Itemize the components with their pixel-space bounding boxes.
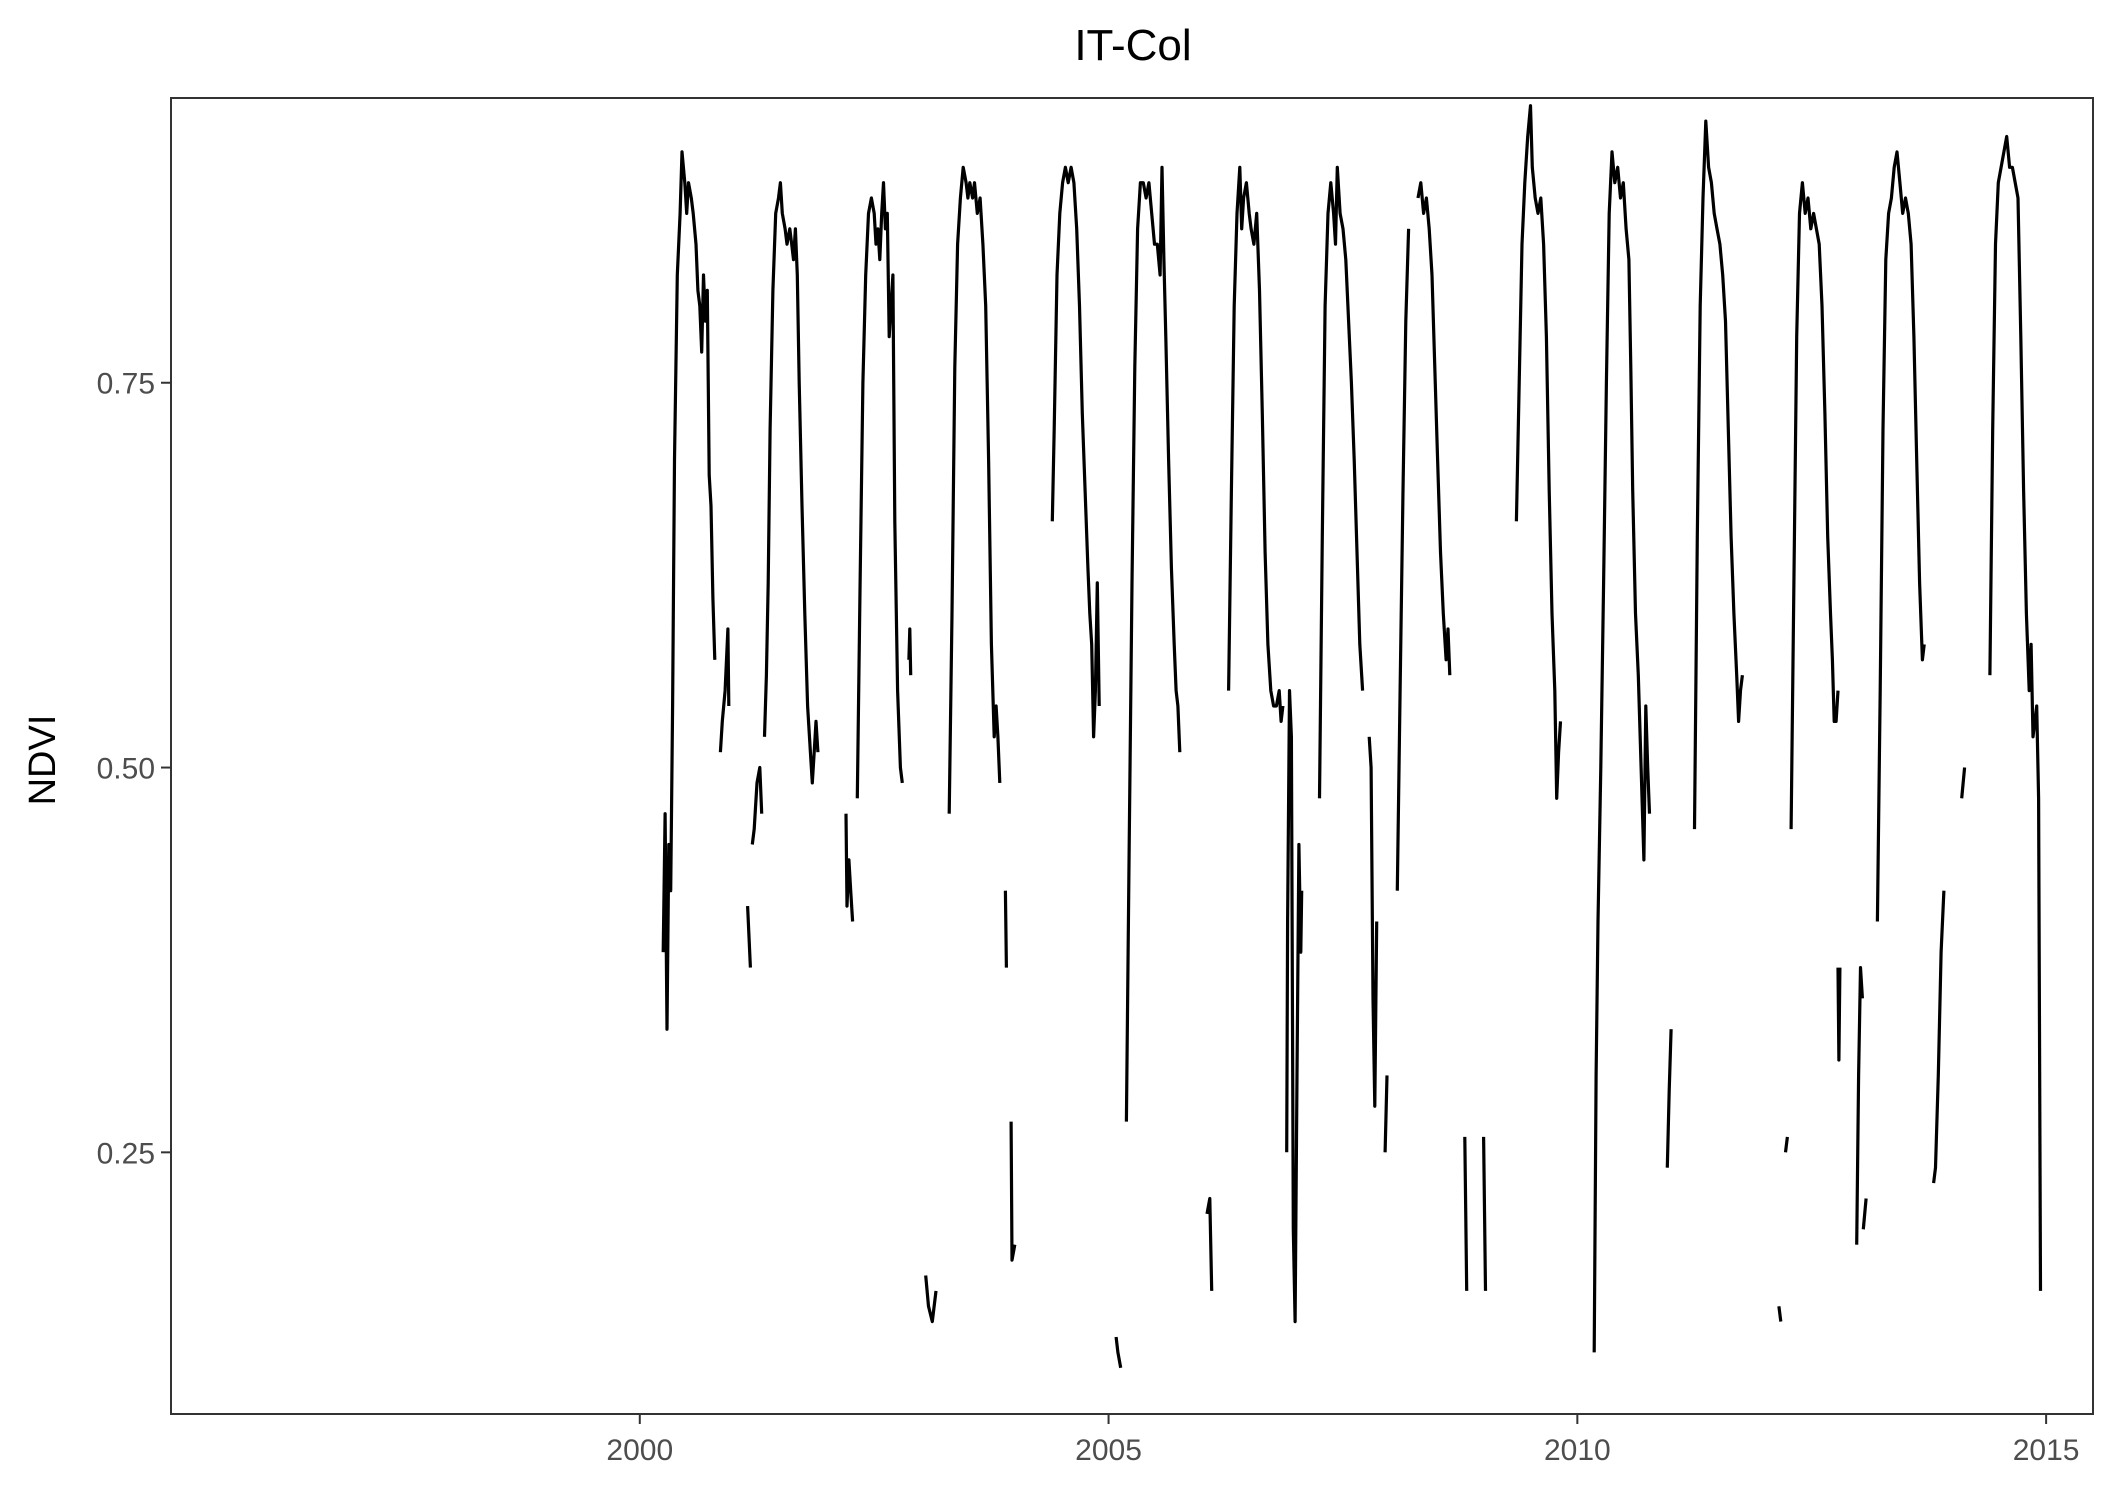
x-tick-label: 2005 — [1075, 1434, 1142, 1467]
ndvi-line-segment — [750, 765, 764, 845]
ndvi-line-segment — [1932, 890, 1946, 1184]
plot-panel-border — [170, 97, 2094, 1415]
ndvi-line-segment — [1050, 165, 1101, 739]
series-layer — [661, 104, 2043, 1369]
ndvi-line-segment — [1317, 165, 1365, 799]
x-tick-label: 2015 — [2013, 1434, 2080, 1467]
ndvi-line-segment — [1665, 1029, 1673, 1168]
ndvi-line-segment — [1285, 688, 1304, 1324]
y-tick-label: 0.50 — [97, 753, 155, 786]
ndvi-line-segment — [1861, 1198, 1868, 1230]
ndvi-line-segment — [1777, 1306, 1783, 1322]
ndvi-line-segment — [1416, 181, 1452, 676]
ndvi-line-segment — [947, 165, 1002, 814]
ndvi-line-segment — [1855, 965, 1864, 1245]
ndvi-line-segment — [1227, 165, 1285, 724]
ndvi-line-segment — [1482, 1136, 1488, 1291]
ndvi-line-segment — [1003, 890, 1008, 968]
x-axis: 2000 2005 2010 2015 — [606, 1414, 2079, 1467]
ndvi-line-segment — [746, 906, 752, 968]
ndvi-line-segment — [1783, 1136, 1789, 1153]
chart-title: IT-Col — [1074, 21, 1191, 70]
ndvi-line-segment — [924, 1275, 938, 1324]
x-tick-label: 2010 — [1544, 1434, 1611, 1467]
ndvi-line-segment — [1124, 165, 1182, 1122]
y-axis-title: NDVI — [22, 715, 64, 806]
y-axis: 0.25 0.50 0.75 — [97, 368, 171, 1170]
ndvi-line-segment — [661, 150, 717, 1031]
ndvi-line-segment — [1383, 1075, 1389, 1153]
ndvi-line-segment — [1463, 1136, 1469, 1291]
ndvi-line-segment — [855, 181, 904, 799]
ndvi-line-segment — [1592, 150, 1652, 1353]
ndvi-line-segment — [1367, 736, 1379, 1108]
ndvi-line-segment — [718, 627, 731, 753]
ndvi-line-segment — [1395, 228, 1411, 891]
ndvi-line-segment — [1692, 119, 1744, 830]
ndvi-line-segment — [1875, 150, 1926, 922]
y-tick-label: 0.75 — [97, 368, 155, 401]
ndvi-line-segment — [1205, 1196, 1214, 1291]
ndvi-line-segment — [762, 181, 820, 785]
ndvi-line-segment — [907, 627, 913, 676]
ndvi-line-segment — [1836, 967, 1842, 1062]
ndvi-line-segment — [1114, 1336, 1123, 1369]
ndvi-line-segment — [1789, 181, 1840, 830]
ndvi-line-segment — [1960, 767, 1967, 799]
ndvi-line-segment — [1514, 104, 1563, 800]
ndvi-line-segment — [1009, 1121, 1017, 1262]
y-tick-label: 0.25 — [97, 1137, 155, 1170]
ndvi-line-segment — [1988, 134, 2043, 1291]
x-tick-label: 2000 — [606, 1434, 673, 1467]
ndvi-line-segment — [844, 813, 855, 922]
